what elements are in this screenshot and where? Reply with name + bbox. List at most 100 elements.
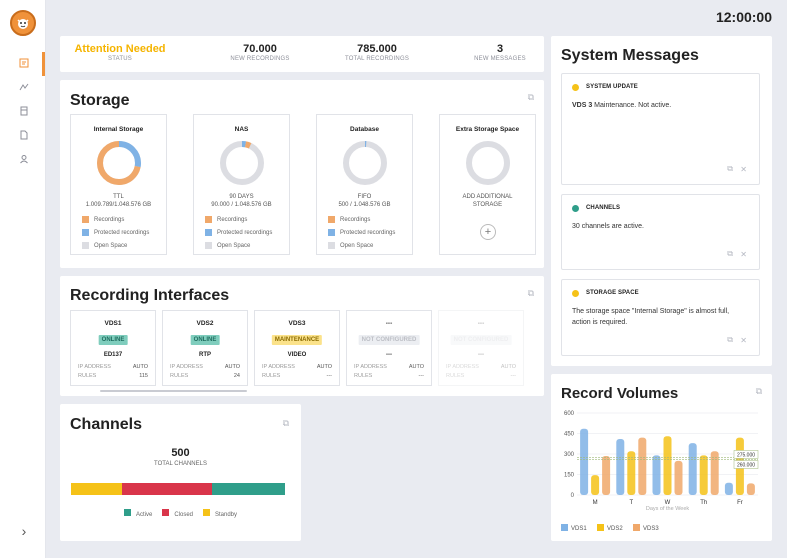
storage-donut	[220, 141, 264, 185]
storage-policy: 90 DAYS	[229, 194, 254, 200]
clock: 12:00:00	[715, 9, 772, 25]
x-tick-label: W	[665, 500, 671, 506]
storage-policy: FIFO	[357, 194, 372, 200]
storage-usage: 90.000 / 1.048.576 GB	[211, 202, 272, 208]
sidebar: ›	[0, 0, 46, 558]
message-body: The storage space "Internal Storage" is …	[572, 306, 749, 328]
stat-label: TOTAL RECORDINGS	[344, 56, 410, 62]
interface-values: AUTO ---	[409, 363, 424, 380]
interface-keys: IP ADDRESS RULES	[262, 363, 295, 380]
message-body: VDS 3 Maintenance. Not active.	[572, 100, 749, 111]
archive-icon[interactable]	[18, 106, 30, 118]
rules-label: RULES	[262, 372, 281, 379]
interface-protocol: ED137	[103, 352, 123, 358]
bar-vds2	[699, 455, 708, 495]
legend-label: Open Space	[94, 242, 128, 249]
rules-value: 24	[233, 372, 240, 379]
message-header: CHANNELS	[586, 205, 621, 211]
status-badge: ONLINE	[98, 335, 128, 345]
interface-card[interactable]: --- NOT CONFIGURED --- IP ADDRESS RULES AUTO -…	[346, 310, 432, 386]
legend-label: Protected recordings	[340, 229, 396, 236]
y-tick-label: 600	[564, 411, 575, 417]
legend-item: Recordings	[82, 216, 124, 223]
open-external-icon[interactable]: ⧉	[527, 92, 534, 102]
interface-name: VDS3	[288, 320, 306, 327]
open-external-icon[interactable]: ⧉	[727, 164, 733, 173]
open-external-icon[interactable]: ⧉	[755, 386, 762, 396]
close-icon[interactable]: ✕	[740, 250, 747, 259]
interface-keys: IP ADDRESS RULES	[78, 363, 111, 380]
stat-value: 70.000	[243, 43, 277, 55]
recordings-icon[interactable]	[18, 82, 30, 94]
interface-keys: IP ADDRESS RULES	[354, 363, 387, 380]
legend-label: VDS2	[607, 526, 623, 532]
interface-card[interactable]: VDS3 MAINTENANCE VIDEO IP ADDRESS RULES AUTO -…	[254, 310, 340, 386]
document-icon[interactable]	[18, 130, 30, 142]
bar-vds1	[724, 482, 733, 495]
storage-card-title: Internal Storage	[93, 126, 144, 133]
message-body: 30 channels are active.	[572, 221, 749, 232]
status-label: Attention Needed	[74, 43, 166, 55]
bar-vds3	[710, 451, 719, 495]
legend-swatch	[561, 524, 568, 531]
storage-card: Database FIFO 500 / 1.048.576 GB Recordings…	[316, 114, 413, 255]
open-external-icon[interactable]: ⧉	[727, 249, 733, 258]
message-text: The storage space "Internal Storage" is …	[572, 308, 730, 326]
storage-donut	[97, 141, 141, 185]
legend-item: Standby	[203, 509, 237, 518]
open-external-icon[interactable]: ⧉	[527, 288, 534, 298]
close-icon[interactable]: ✕	[740, 336, 747, 345]
message-header: STORAGE SPACE	[586, 290, 639, 296]
bar-vds1	[652, 455, 661, 495]
y-tick-label: 0	[571, 493, 575, 499]
storage-card: NAS 90 DAYS 90.000 / 1.048.576 GB Recording…	[193, 114, 290, 255]
expand-sidebar-icon[interactable]: ›	[21, 523, 27, 539]
ip-value: AUTO	[224, 364, 240, 370]
open-external-icon[interactable]: ⧉	[727, 335, 733, 344]
stat-value: 3	[496, 43, 504, 55]
donut-open-space	[220, 141, 264, 185]
donut-protected	[220, 141, 264, 185]
logo-icon[interactable]	[10, 10, 36, 36]
y-tick-label: 450	[564, 432, 575, 438]
interface-card[interactable]: VDS2 ONLINE RTP IP ADDRESS RULES AUTO 24	[162, 310, 248, 386]
rules-label: RULES	[78, 372, 97, 379]
stat-new-messages: 3 NEW MESSAGES	[460, 43, 540, 62]
reference-label-box	[733, 460, 759, 469]
bar-vds3	[746, 483, 755, 495]
legend-item: Closed	[162, 509, 193, 518]
donut-open-space	[466, 141, 510, 185]
bar-vds3	[674, 460, 683, 495]
channels-title: Channels	[70, 416, 143, 433]
storage-card-title: Database	[350, 126, 379, 133]
storage-usage: 500 / 1.048.576 GB	[338, 202, 391, 208]
reference-label: 260.000	[737, 462, 755, 468]
open-external-icon[interactable]: ⧉	[282, 418, 289, 428]
interface-name: ---	[477, 320, 485, 327]
legend-label: Open Space	[217, 242, 251, 249]
legend-label: Recordings	[94, 216, 125, 223]
bar-vds3	[638, 437, 647, 495]
interface-keys: IP ADDRESS RULES	[170, 363, 203, 380]
interface-keys: IP ADDRESS RULES	[446, 363, 479, 380]
message-card: STORAGE SPACE The storage space "Interna…	[561, 279, 760, 356]
reference-label: 275.000	[737, 452, 755, 458]
close-icon[interactable]: ✕	[740, 165, 747, 174]
status-bar: Attention Needed STATUS 70.000 NEW RECOR…	[60, 36, 544, 72]
horizontal-scrollbar[interactable]	[100, 390, 247, 392]
legend-label: Closed	[174, 512, 193, 518]
main-content: 12:00:00 Attention Needed STATUS 70.000 …	[46, 0, 787, 558]
x-tick-label: Th	[700, 500, 707, 506]
storage-panel: Storage ⧉ Internal Storage TTL 1.009.789/1…	[60, 80, 544, 268]
x-tick-label: Fr	[737, 500, 743, 506]
interface-card[interactable]: VDS1 ONLINE ED137 IP ADDRESS RULES AUTO 115	[70, 310, 156, 386]
nav-active-indicator	[42, 52, 45, 76]
user-icon[interactable]	[18, 154, 30, 166]
stat-label: NEW RECORDINGS	[230, 56, 290, 62]
interface-card[interactable]: --- NOT CONFIGURED --- IP ADDRESS RULES AUTO -…	[438, 310, 524, 386]
add-storage-button[interactable]: +	[480, 224, 496, 240]
channels-panel: Channels ⧉ 500 TOTAL CHANNELS Active Clo…	[60, 404, 301, 541]
channels-legend: Active Closed Standby	[60, 509, 301, 518]
bar-vds3	[602, 456, 611, 495]
dashboard-icon[interactable]	[18, 58, 30, 70]
